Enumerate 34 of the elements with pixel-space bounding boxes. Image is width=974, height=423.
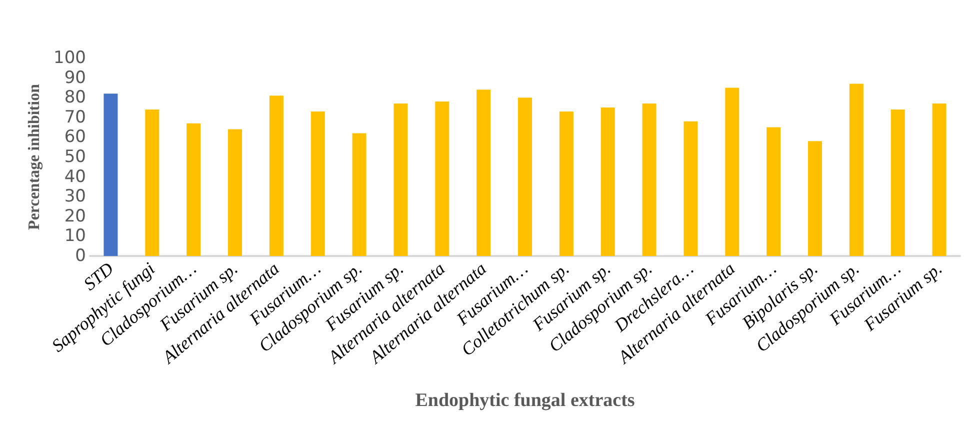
- y-tick-label: 20: [64, 206, 86, 226]
- bar: [766, 127, 781, 256]
- bar: [559, 111, 574, 256]
- bar: [228, 129, 242, 256]
- y-tick-label: 90: [64, 68, 86, 88]
- bar: [394, 104, 408, 256]
- y-tick-label: 100: [54, 48, 86, 68]
- bar: [684, 121, 698, 256]
- bar: [518, 98, 532, 256]
- bar: [145, 109, 160, 256]
- bar: [310, 111, 325, 256]
- y-tick-label: 70: [64, 107, 86, 128]
- bar: [849, 84, 864, 256]
- bar: [435, 102, 450, 256]
- bar: [642, 104, 656, 256]
- bar: [104, 94, 118, 256]
- y-tick-label: 60: [64, 127, 86, 148]
- y-tick-label: 10: [64, 226, 86, 246]
- y-tick-label: 0: [75, 246, 86, 266]
- bar: [352, 133, 366, 256]
- bar: [725, 88, 740, 256]
- bar: [600, 108, 615, 256]
- bar: [186, 123, 201, 256]
- bar: [269, 96, 284, 256]
- x-axis-title: Endophytic fungal extracts: [415, 390, 635, 411]
- bar: [476, 90, 491, 256]
- bar: [890, 109, 905, 256]
- bar: [808, 141, 822, 256]
- y-tick-label: 50: [64, 147, 86, 167]
- y-tick-label: 40: [64, 166, 86, 187]
- y-tick-label: 30: [64, 186, 86, 207]
- bar: [932, 104, 946, 256]
- y-axis-title: Percentage inhibition: [26, 84, 44, 230]
- y-tick-label: 80: [64, 88, 86, 108]
